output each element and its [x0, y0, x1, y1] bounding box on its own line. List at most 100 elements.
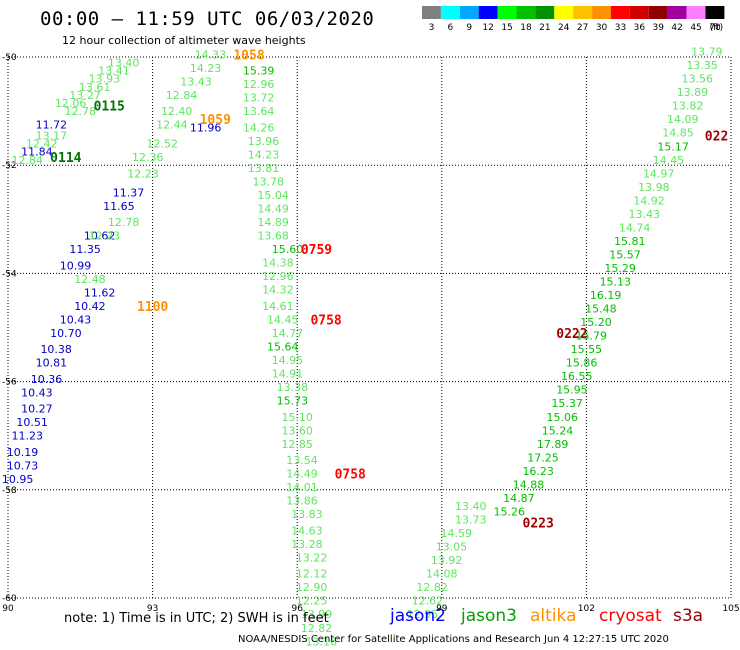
y-tick-label: -60: [2, 594, 17, 604]
legend-cryosat-label: cryosat: [599, 606, 662, 626]
swh-value: 14.91: [272, 367, 304, 380]
swh-value: 15.86: [566, 357, 598, 370]
swh-value: 13.40: [108, 56, 140, 69]
swh-value: 11.23: [12, 430, 44, 443]
swh-value: 14.45: [653, 154, 685, 167]
colorbar-label: 6: [447, 23, 453, 33]
pass-time-label: 022: [705, 129, 728, 144]
swh-value: 10.43: [60, 313, 92, 326]
swh-value: 13.56: [682, 73, 714, 86]
colorbar-swatch: [686, 6, 706, 19]
swh-value: 14.95: [272, 354, 304, 367]
swh-value: 12.44: [156, 119, 188, 132]
y-tick-label: -50: [2, 53, 17, 63]
swh-value: 13.81: [248, 162, 280, 175]
legend-altika-label: altika: [530, 606, 577, 626]
swh-value: 12.23: [127, 167, 159, 180]
legend-jason2: jason2: [390, 606, 446, 626]
swh-value: 14.77: [272, 327, 304, 340]
swh-value: 16.23: [522, 465, 554, 478]
swh-value: 13.68: [257, 230, 289, 243]
swh-value: 11.84: [21, 146, 53, 159]
swh-value: 13.16: [306, 635, 338, 648]
swh-value: 14.97: [643, 167, 675, 180]
colorbar-label: 36: [634, 23, 646, 33]
x-tick-label: 90: [2, 604, 14, 614]
swh-value: 13.61: [79, 81, 111, 94]
swh-value: 12.96: [262, 270, 294, 283]
swh-value: 10.70: [50, 327, 82, 340]
colorbar-label: 30: [596, 23, 608, 33]
legend-s3a-label: s3a: [673, 606, 704, 626]
swh-value: 13.43: [180, 75, 212, 88]
colorbar-swatch: [497, 6, 517, 19]
chart-title: 00:00 – 11:59 UTC 06/03/2020: [40, 8, 375, 30]
swh-value: 14.92: [633, 194, 665, 207]
colorbar-label: 21: [539, 23, 550, 33]
swh-value: 15.10: [281, 411, 313, 424]
colorbar-legend: 3 6 9 12 15 18 21 24 27 30 33 36 39 42 45 70(ft): [422, 6, 725, 33]
swh-value: 11.72: [36, 119, 68, 132]
pass-time-label: 1058: [233, 48, 264, 63]
legend-altika: altika: [530, 606, 577, 626]
swh-value: 14.01: [286, 481, 318, 494]
swh-value: 12.48: [74, 273, 106, 286]
swh-value: 10.42: [74, 300, 106, 313]
swh-value: 17.25: [527, 451, 559, 464]
swh-value: 12.95: [407, 608, 439, 621]
colorbar-swatch: [459, 6, 479, 19]
swh-value: 13.93: [89, 73, 121, 86]
colorbar-label: 18: [520, 23, 532, 33]
chart-subtitle: 12 hour collection of altimeter wave hei…: [62, 34, 306, 47]
y-tick-label: -54: [2, 269, 17, 279]
swh-value: 13.82: [672, 100, 704, 113]
swh-value: 15.13: [600, 276, 632, 289]
legend-jason3: jason3: [461, 606, 517, 626]
swh-value: 12.82: [301, 622, 333, 635]
swh-value: 12.96: [243, 78, 275, 91]
swh-value: 14.33: [195, 48, 227, 61]
swh-value: 14.49: [286, 468, 318, 481]
swh-value: 12.85: [281, 438, 313, 451]
swh-value: 14.59: [441, 527, 473, 540]
colorbar-swatch: [478, 6, 498, 19]
colorbar-label: 24: [558, 23, 570, 33]
swh-value: 11.37: [113, 186, 145, 199]
colorbar-label: 15: [501, 23, 512, 33]
colorbar-label: 45: [690, 23, 701, 33]
swh-value: 10.81: [36, 357, 68, 370]
swh-value: 14.88: [513, 478, 545, 491]
swh-value: 12.78: [65, 105, 97, 118]
swh-value: 10.73: [7, 459, 39, 472]
swh-value: 15.26: [494, 505, 526, 518]
swh-value: 13.78: [253, 175, 285, 188]
swh-value: 15.20: [580, 316, 612, 329]
swh-value: 13.35: [686, 59, 718, 72]
swh-value: 12.78: [108, 216, 140, 229]
swh-value: 13.98: [638, 181, 670, 194]
swh-value: 14.63: [291, 524, 323, 537]
swh-value: 17.89: [537, 438, 569, 451]
swh-value: 15.95: [556, 384, 588, 397]
colorbar-label: 33: [615, 23, 626, 33]
swh-value: 13.79: [691, 46, 723, 59]
colorbar-swatch: [648, 6, 668, 19]
colorbar-swatch: [422, 6, 441, 19]
swh-value: 15.17: [657, 140, 689, 153]
x-tick-label: 96: [291, 604, 303, 614]
swh-value: 12.84: [12, 154, 44, 167]
swh-value: 13.92: [431, 554, 463, 567]
swh-value: 14.32: [262, 284, 294, 297]
footnote: note: 1) Time is in UTC; 2) SWH is in fe…: [64, 611, 329, 626]
swh-value: 14.08: [426, 568, 458, 581]
pass-time-label: 1100: [137, 300, 168, 315]
swh-value: 12.62: [412, 595, 444, 608]
credit-line: NOAA/NESDIS Center for Satellite Applica…: [238, 634, 669, 645]
swh-value: 12.78: [306, 649, 338, 650]
colorbar-label: 70: [709, 23, 721, 33]
swh-value: 16.19: [590, 289, 622, 302]
swh-value: 13.28: [291, 538, 323, 551]
x-tick-label: 102: [578, 604, 595, 614]
swh-value: 11.96: [190, 121, 222, 134]
legend-jason3-label: jason3: [461, 606, 517, 626]
